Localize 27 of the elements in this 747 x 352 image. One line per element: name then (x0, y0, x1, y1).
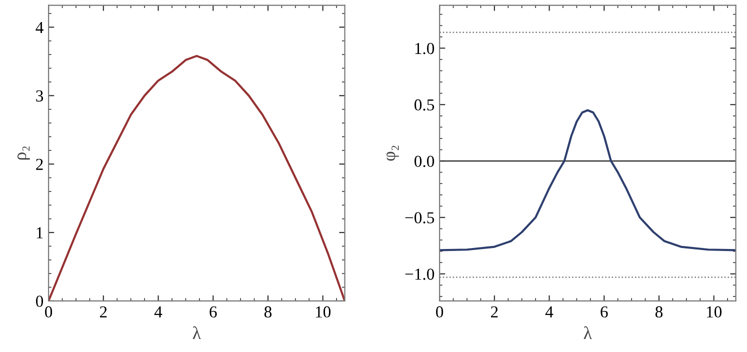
y-tick-label: 4 (36, 22, 44, 33)
x-tick-label: 2 (100, 306, 107, 318)
x-tick-label: 8 (655, 306, 663, 318)
x-tick-label: 6 (210, 306, 217, 318)
x-tick-label: 0 (436, 306, 444, 318)
y-tick-label: 0.5 (414, 99, 434, 111)
x-tick-label: 6 (600, 306, 608, 318)
x-axis-title: λ (584, 326, 592, 340)
x-tick-label: 10 (706, 306, 722, 318)
x-axis-title: λ (192, 326, 201, 340)
y-axis-title: φ₂ (386, 146, 399, 161)
y-axis-title: ρ₂ (17, 146, 30, 160)
x-tick-label: 10 (316, 306, 331, 318)
y-tick-label: −0.5 (405, 212, 434, 224)
x-tick-label: 2 (490, 306, 498, 318)
x-tick-label: 4 (154, 306, 162, 318)
y-tick-label: −1.0 (405, 268, 434, 280)
x-tick-label: 0 (45, 306, 52, 318)
line-series (440, 109, 736, 252)
y-tick-label: 0.0 (414, 156, 434, 168)
y-tick-label: 1.0 (415, 42, 434, 54)
y-tick-label: 2 (36, 158, 43, 170)
x-tick-label: 8 (264, 306, 272, 318)
y-tick-label: 3 (36, 90, 44, 102)
y-tick-label: 0 (36, 296, 44, 307)
x-tick-label: 4 (545, 306, 554, 318)
y-tick-label: 1 (36, 227, 43, 238)
